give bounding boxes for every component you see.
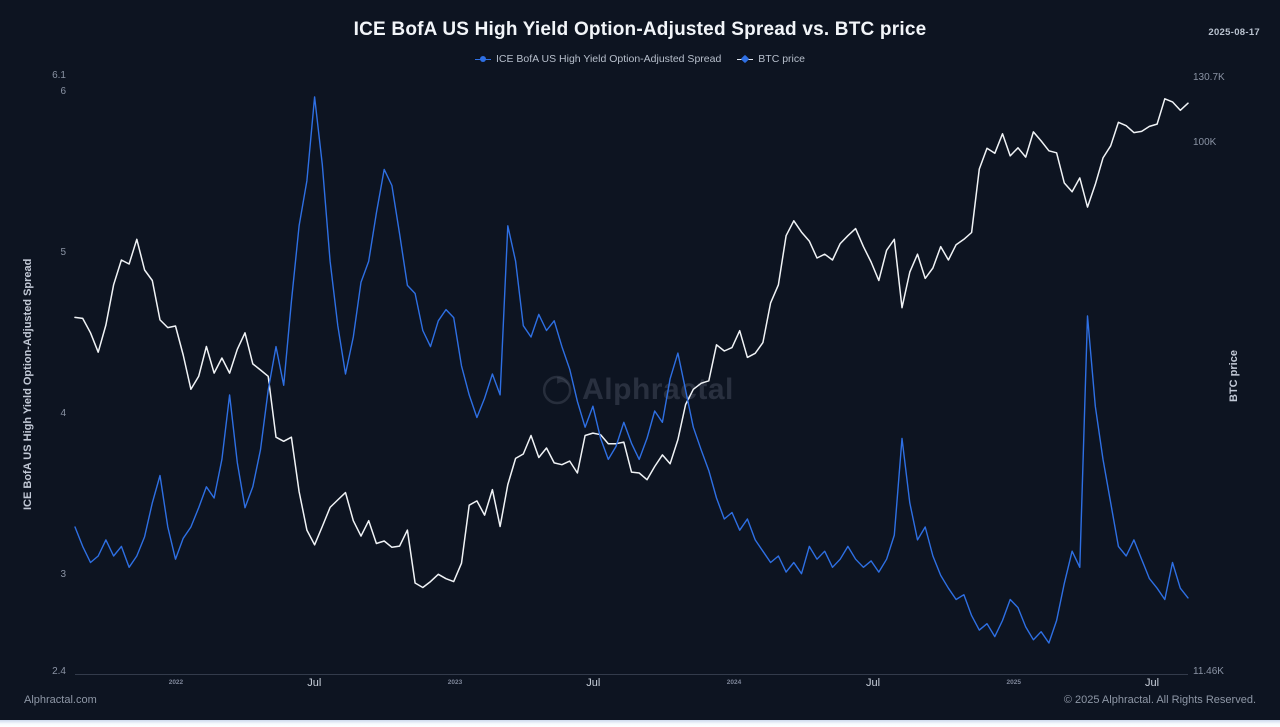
y-left-tick: 6.1 [52, 70, 66, 81]
btc-line [74, 98, 1189, 589]
x-tick-month: Jul [1145, 677, 1160, 689]
spread-line [74, 96, 1189, 644]
btc-marker-icon [737, 54, 754, 64]
x-tick-month: Jul [586, 677, 601, 689]
legend: ICE BofA US High Yield Option-Adjusted S… [0, 53, 1280, 65]
footer-copyright: © 2025 Alphractal. All Rights Reserved. [1063, 694, 1256, 706]
page-title: ICE BofA US High Yield Option-Adjusted S… [353, 19, 927, 40]
x-tick-year: 2024 [726, 679, 742, 686]
y-left-tick: 6 [60, 86, 66, 98]
y-right-tick: 100K [1193, 137, 1217, 149]
legend-label-spread: ICE BofA US High Yield Option-Adjusted S… [496, 53, 722, 65]
x-tick-month: Jul [865, 677, 881, 689]
spread-marker-icon [475, 54, 491, 64]
x-axis-line [75, 674, 1188, 675]
x-tick-month: Jul [307, 677, 322, 689]
y-right-tick: 11.46K [1193, 666, 1224, 677]
legend-item-spread[interactable]: ICE BofA US High Yield Option-Adjusted S… [475, 53, 721, 65]
bottom-strip [0, 720, 1280, 727]
legend-item-btc[interactable]: BTC price [737, 53, 805, 65]
y-left-tick: 4 [60, 408, 66, 420]
x-tick-year: 2025 [1006, 679, 1021, 686]
legend-label-btc: BTC price [758, 53, 805, 65]
x-tick-year: 2023 [447, 679, 463, 686]
y-left-tick: 2.4 [52, 666, 66, 677]
date-label: 2025-08-17 [1208, 27, 1260, 38]
y-right-tick: 130.7K [1193, 72, 1225, 83]
y-left-tick: 5 [60, 247, 66, 259]
footer-site-link[interactable]: Alphractal.com [24, 694, 97, 706]
y-left-tick: 3 [60, 569, 66, 581]
x-tick-year: 2022 [168, 679, 184, 686]
